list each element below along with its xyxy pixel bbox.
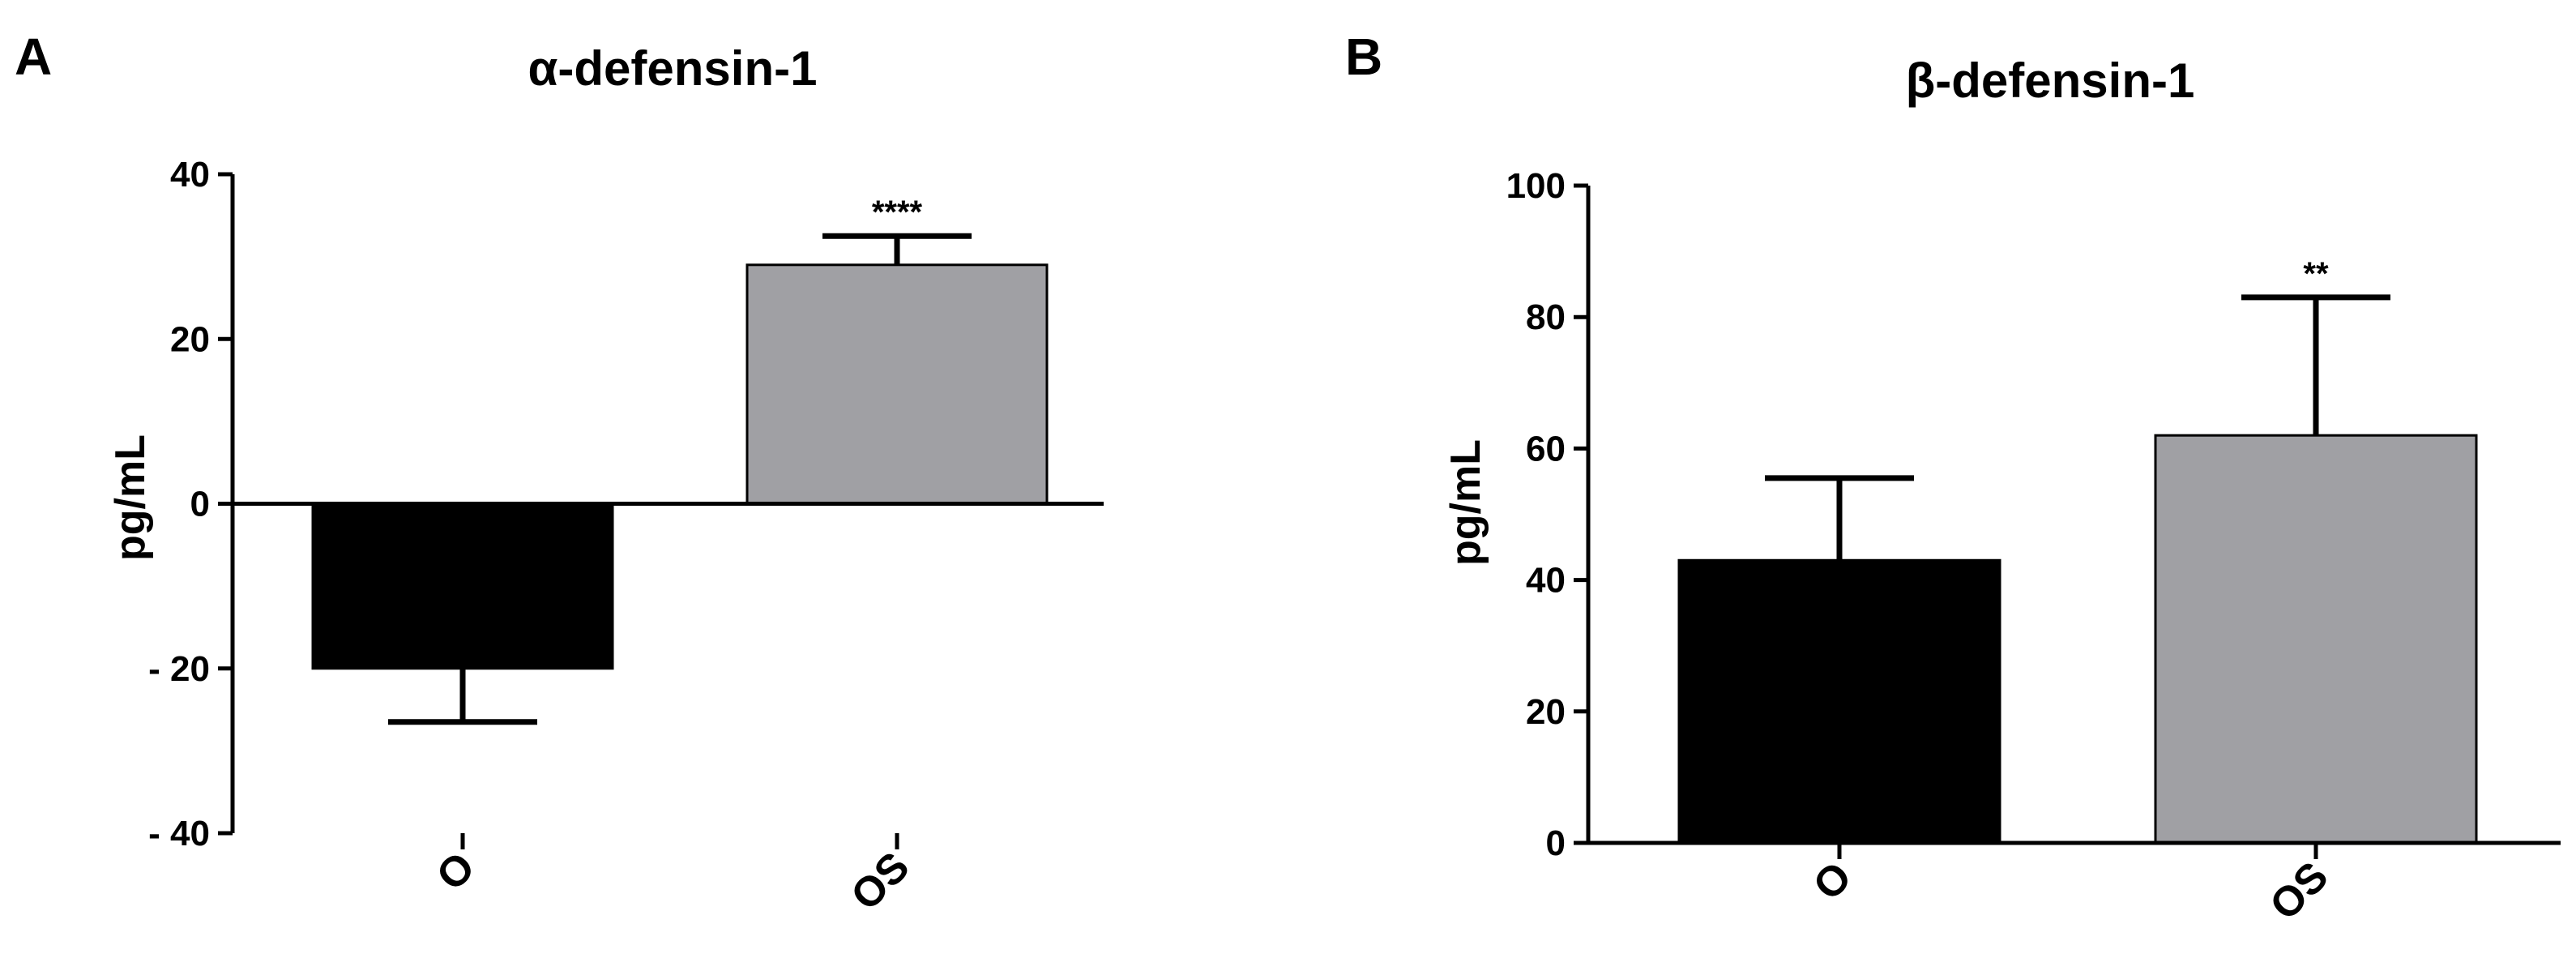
y-tick-label-b: 60 <box>1526 429 1566 468</box>
y-tick-label-a: - 20 <box>148 649 210 689</box>
y-tick-label-b: 40 <box>1526 561 1566 601</box>
panel-letter-a: A <box>15 28 52 86</box>
panel-letter-b: B <box>1345 28 1382 86</box>
y-tick-label-b: 100 <box>1506 166 1566 206</box>
y-tick-label-a: 40 <box>170 155 210 195</box>
significance-label-os-a: **** <box>872 195 923 230</box>
y-tick-label-a: 20 <box>170 319 210 359</box>
y-tick-label-b: 80 <box>1526 297 1566 337</box>
bar-os-b <box>2154 434 2478 845</box>
significance-label-os-b: ** <box>2303 256 2329 292</box>
y-axis-label-b: pg/mL <box>1442 439 1489 566</box>
bar-o-a <box>311 503 614 670</box>
y-tick-label-a: - 40 <box>148 814 210 853</box>
y-tick-label-b: 20 <box>1526 692 1566 732</box>
y-tick-label-a: 0 <box>190 485 210 524</box>
y-axis-label-a: pg/mL <box>107 434 154 561</box>
bar-o-b <box>1677 558 2001 845</box>
chart-title-a: α-defensin-1 <box>528 41 818 96</box>
chart-title-b: β-defensin-1 <box>1906 53 2195 108</box>
bar-os-a <box>745 263 1049 505</box>
y-tick-label-b: 0 <box>1546 823 1566 863</box>
